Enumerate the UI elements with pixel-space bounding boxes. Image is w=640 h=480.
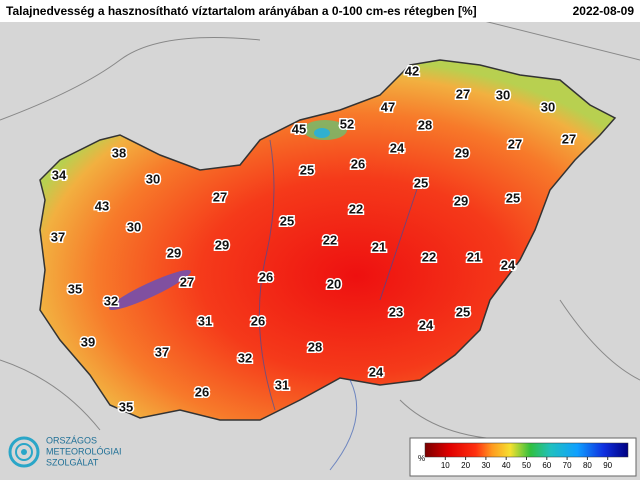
- legend-tick-label: 20: [461, 461, 470, 470]
- rivers: [258, 139, 421, 471]
- value-label: 26: [259, 269, 273, 284]
- value-label: 22: [323, 232, 337, 247]
- value-label: 27: [456, 86, 470, 101]
- value-label: 42: [405, 63, 419, 78]
- logo-line: ORSZÁGOS: [46, 435, 97, 445]
- value-label: 52: [340, 116, 354, 131]
- title: Talajnedvesség a hasznosítható víztartal…: [6, 4, 477, 18]
- value-label: 30: [496, 87, 510, 102]
- value-label: 47: [381, 99, 395, 114]
- color-bar: [424, 442, 629, 458]
- value-label: 31: [198, 313, 212, 328]
- value-label: 23: [389, 304, 403, 319]
- value-label: 27: [213, 189, 227, 204]
- value-label: 27: [180, 274, 194, 289]
- legend-tick-label: 70: [563, 461, 572, 470]
- value-label: 29: [455, 145, 469, 160]
- value-label: 38: [112, 145, 126, 160]
- value-label: 29: [454, 193, 468, 208]
- value-label: 25: [506, 190, 520, 205]
- value-label: 22: [349, 201, 363, 216]
- value-label: 30: [146, 171, 160, 186]
- value-label: 34: [52, 167, 67, 182]
- country-fill: [39, 59, 617, 421]
- value-label: 31: [275, 377, 289, 392]
- value-label: 37: [155, 344, 169, 359]
- moisture-patch: [314, 128, 330, 138]
- value-label: 39: [81, 334, 95, 349]
- legend-tick-label: 60: [542, 461, 551, 470]
- value-label: 32: [104, 293, 118, 308]
- lake: [109, 269, 191, 311]
- value-label: 27: [562, 131, 576, 146]
- legend: % 10 20 30 40 50 60 70 80 90: [409, 437, 637, 477]
- title-bar: [0, 0, 640, 22]
- legend-tick-label: 80: [583, 461, 592, 470]
- logo-line: SZOLGÁLAT: [46, 457, 99, 467]
- value-label: 32: [238, 350, 252, 365]
- value-label: 45: [292, 121, 306, 136]
- value-label: 25: [300, 162, 314, 177]
- legend-tick-label: 30: [481, 461, 490, 470]
- value-label: 26: [251, 313, 265, 328]
- legend-unit: %: [418, 454, 425, 463]
- value-label: 21: [467, 249, 481, 264]
- value-label: 28: [418, 117, 432, 132]
- value-label: 29: [167, 245, 181, 260]
- value-label: 35: [119, 399, 133, 414]
- logo-line: METEOROLÓGIAI: [46, 446, 122, 456]
- legend-tick-label: 50: [522, 461, 531, 470]
- value-label: 25: [414, 175, 428, 190]
- value-label: 27: [508, 136, 522, 151]
- value-label: 22: [422, 249, 436, 264]
- value-label: 26: [351, 156, 365, 171]
- value-label: 24: [369, 364, 384, 379]
- legend-tick-label: 90: [603, 461, 612, 470]
- value-label: 21: [372, 239, 386, 254]
- value-label: 37: [51, 229, 65, 244]
- value-label: 20: [327, 276, 341, 291]
- terrain-lines: [0, 19, 640, 441]
- value-label: 30: [541, 99, 555, 114]
- value-label: 24: [501, 257, 516, 272]
- value-label: 25: [456, 304, 470, 319]
- logo: ORSZÁGOS METEOROLÓGIAI SZOLGÁLAT: [8, 435, 122, 468]
- value-label: 30: [127, 219, 141, 234]
- value-label: 26: [195, 384, 209, 399]
- legend-tick-label: 10: [441, 461, 450, 470]
- date: 2022-08-09: [573, 4, 635, 18]
- value-label: 29: [215, 237, 229, 252]
- value-labels: 42 27 30 30 47 45 52 28 27 27 38 24 29 26 25 34 30 25 27 29…: [49, 62, 577, 416]
- value-label: 24: [419, 317, 434, 332]
- value-label: 25: [280, 213, 294, 228]
- value-label: 43: [95, 198, 109, 213]
- value-label: 24: [390, 140, 405, 155]
- legend-tick-label: 40: [502, 461, 511, 470]
- value-label: 35: [68, 281, 82, 296]
- value-label: 28: [308, 339, 322, 354]
